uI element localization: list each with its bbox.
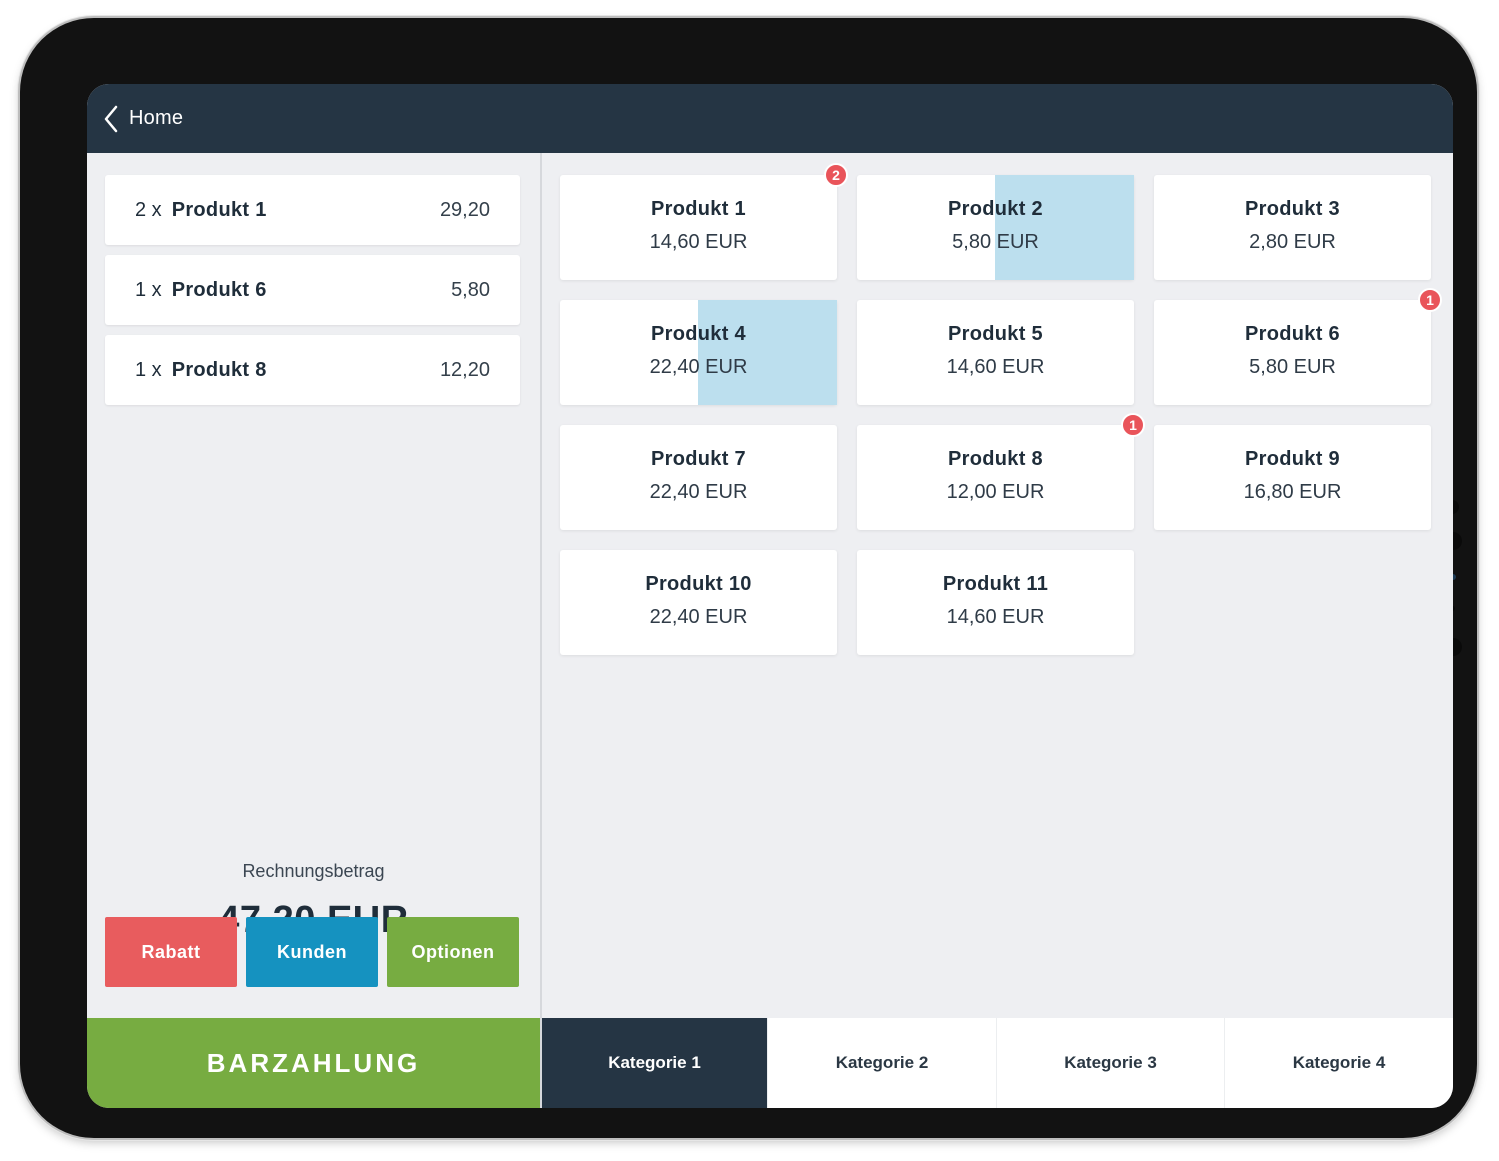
- product-price: 22,40 EUR: [649, 356, 748, 378]
- product-price: 5,80 EUR: [1249, 356, 1336, 378]
- product-name: Produkt 6: [1245, 323, 1340, 345]
- order-item-name: Produkt 6: [171, 278, 267, 301]
- order-line-item[interactable]: 1 x Produkt 8 12,20: [105, 335, 520, 405]
- product-name: Produkt 7: [651, 448, 746, 470]
- quantity-badge: 2: [824, 163, 848, 187]
- product-price: 14,60 EUR: [946, 606, 1045, 628]
- product-tile[interactable]: Produkt 5 14,60 EUR: [857, 300, 1134, 405]
- tab-kategorie-3[interactable]: Kategorie 3: [997, 1018, 1225, 1108]
- rabatt-button[interactable]: Rabatt: [105, 917, 237, 987]
- product-tile[interactable]: Produkt 3 2,80 EUR: [1154, 175, 1431, 280]
- side-sensor: [1450, 574, 1456, 580]
- tab-kategorie-2[interactable]: Kategorie 2: [768, 1018, 997, 1108]
- product-price: 2,80 EUR: [1249, 231, 1336, 253]
- product-price: 5,80 EUR: [952, 231, 1039, 253]
- product-price: 14,60 EUR: [649, 231, 748, 253]
- tablet-device-frame: Home 2 x Produkt 1 29,20 1 x Produkt 6 5…: [20, 18, 1477, 1138]
- product-name: Produkt 2: [948, 198, 1043, 220]
- product-tile[interactable]: Produkt 10 22,40 EUR: [560, 550, 837, 655]
- product-tile[interactable]: Produkt 1 14,60 EUR 2: [560, 163, 848, 280]
- app-screen: Home 2 x Produkt 1 29,20 1 x Produkt 6 5…: [87, 84, 1453, 1108]
- product-price: 12,00 EUR: [946, 481, 1045, 503]
- top-navigation-bar: Home: [87, 84, 1453, 153]
- cash-payment-button[interactable]: BARZAHLUNG: [87, 1018, 540, 1108]
- product-price: 14,60 EUR: [946, 356, 1045, 378]
- order-item-price: 12,20: [439, 358, 490, 381]
- back-button[interactable]: Home: [87, 84, 183, 153]
- tab-kategorie-4[interactable]: Kategorie 4: [1292, 1053, 1386, 1072]
- order-line-item[interactable]: 1 x Produkt 6 5,80: [105, 255, 520, 325]
- order-line-item[interactable]: 2 x Produkt 1 29,20: [105, 175, 520, 245]
- product-tile[interactable]: Produkt 9 16,80 EUR: [1154, 425, 1431, 530]
- product-name: Produkt 5: [948, 323, 1043, 345]
- invoice-total-label: Rechnungsbetrag: [242, 861, 385, 881]
- order-item-name: Produkt 1: [171, 198, 267, 221]
- product-price: 16,80 EUR: [1243, 481, 1342, 503]
- category-tab-bar: Kategorie 1 Kategorie 2 Kategorie 3 Kate…: [542, 1018, 1453, 1108]
- order-item-name: Produkt 8: [171, 358, 267, 381]
- order-item-price: 5,80: [451, 278, 490, 301]
- product-name: Produkt 10: [645, 573, 752, 595]
- back-label: Home: [129, 107, 184, 129]
- order-item-quantity: 1 x: [135, 278, 162, 301]
- product-price: 22,40 EUR: [649, 606, 748, 628]
- product-name: Produkt 11: [942, 573, 1049, 595]
- touch-highlight: [698, 300, 837, 405]
- order-item-price: 29,20: [439, 198, 490, 221]
- kunden-button[interactable]: Kunden: [246, 917, 378, 987]
- product-name: Produkt 3: [1245, 198, 1340, 220]
- order-item-quantity: 2 x: [135, 198, 162, 221]
- product-tile[interactable]: Produkt 7 22,40 EUR: [560, 425, 837, 530]
- tab-kategorie-1[interactable]: Kategorie 1: [542, 1018, 768, 1108]
- product-tile[interactable]: Produkt 2 5,80 EUR: [857, 175, 1134, 280]
- product-name: Produkt 4: [651, 323, 746, 345]
- touch-highlight: [995, 175, 1134, 280]
- product-name: Produkt 8: [948, 448, 1043, 470]
- order-item-quantity: 1 x: [135, 358, 162, 381]
- product-tile[interactable]: Produkt 8 12,00 EUR 1: [857, 413, 1145, 530]
- order-panel: 2 x Produkt 1 29,20 1 x Produkt 6 5,80 1…: [87, 153, 540, 1018]
- quantity-badge: 1: [1121, 413, 1145, 437]
- product-name: Produkt 1: [651, 198, 746, 220]
- product-tile[interactable]: Produkt 11 14,60 EUR: [857, 550, 1134, 655]
- product-name: Produkt 9: [1245, 448, 1340, 470]
- chevron-left-icon: [103, 105, 119, 133]
- quantity-badge: 1: [1418, 288, 1442, 312]
- pane-divider: [540, 153, 542, 1108]
- optionen-button[interactable]: Optionen: [387, 917, 519, 987]
- product-price: 22,40 EUR: [649, 481, 748, 503]
- product-tile[interactable]: Produkt 4 22,40 EUR: [560, 300, 837, 405]
- product-tile[interactable]: Produkt 6 5,80 EUR 1: [1154, 288, 1442, 405]
